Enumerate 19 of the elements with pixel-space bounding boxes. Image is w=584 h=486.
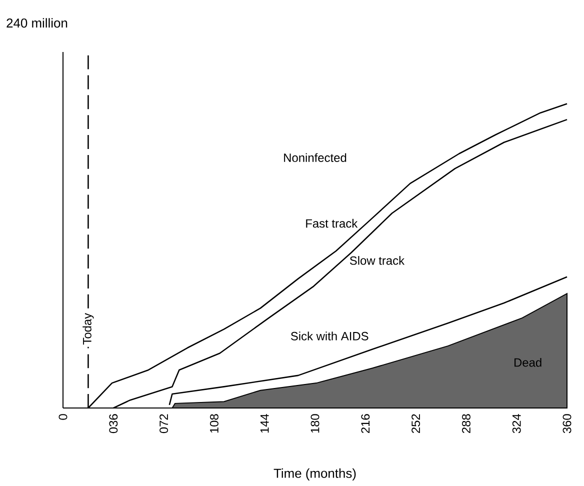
ref-line-label: Today: [82, 312, 94, 345]
x-tick-label: 324: [512, 414, 521, 434]
series-label: Dead: [514, 358, 542, 367]
annotation: Noninfected: [284, 153, 346, 162]
series-label: Slow track: [350, 256, 405, 265]
series-label: Fast track: [306, 218, 358, 228]
x-tick-label: 0: [58, 414, 68, 420]
x-tick-label: 288: [462, 414, 470, 433]
x-tick-label: 180: [310, 414, 320, 433]
x-tick-label: 036: [109, 414, 118, 434]
x-tick-label: 252: [412, 414, 420, 433]
series-label: Sick with AIDS: [290, 332, 368, 340]
x-axis-title: Time (months): [274, 468, 356, 480]
x-tick-label: 108: [210, 414, 218, 433]
x-tick-label: 072: [160, 414, 168, 434]
x-tick-label: 216: [361, 414, 370, 433]
x-tick-label: 144: [260, 414, 269, 433]
text: 240 million: [6, 18, 68, 28]
x-tick-label: 360: [562, 414, 572, 434]
